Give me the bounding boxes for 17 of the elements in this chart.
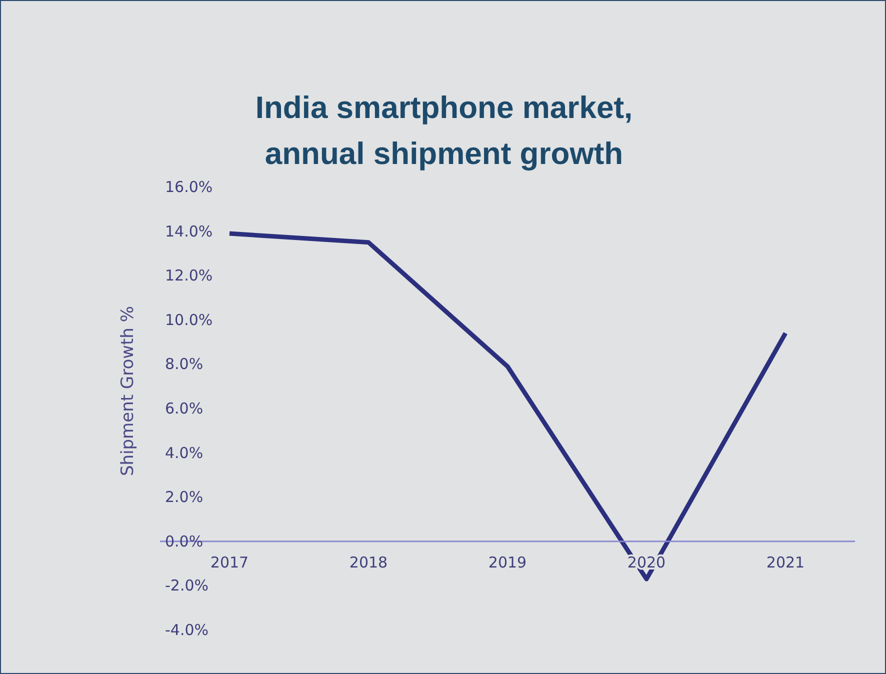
x-tick-label: 2021 xyxy=(766,553,805,572)
y-tick-label: 8.0% xyxy=(165,355,204,374)
y-tick-label: 2.0% xyxy=(165,488,204,506)
y-tick-label: -4.0% xyxy=(165,621,209,639)
x-tick-label: 2017 xyxy=(210,553,249,572)
y-tick-label: 14.0% xyxy=(165,222,213,240)
y-tick-label: -2.0% xyxy=(165,576,209,595)
y-tick-label: 4.0% xyxy=(165,444,204,462)
y-tick-label: 6.0% xyxy=(165,400,204,418)
y-axis-title: Shipment Growth % xyxy=(118,306,138,476)
y-tick-label: 12.0% xyxy=(165,266,213,285)
x-tick-label: 2019 xyxy=(488,553,527,572)
y-tick-label: 10.0% xyxy=(165,310,213,329)
y-tick-label: 16.0% xyxy=(165,178,213,196)
chart-title: India smartphone market, annual shipment growth xyxy=(254,89,634,173)
y-tick-label: 0.0% xyxy=(165,532,204,550)
x-tick-label: 2018 xyxy=(349,553,388,572)
